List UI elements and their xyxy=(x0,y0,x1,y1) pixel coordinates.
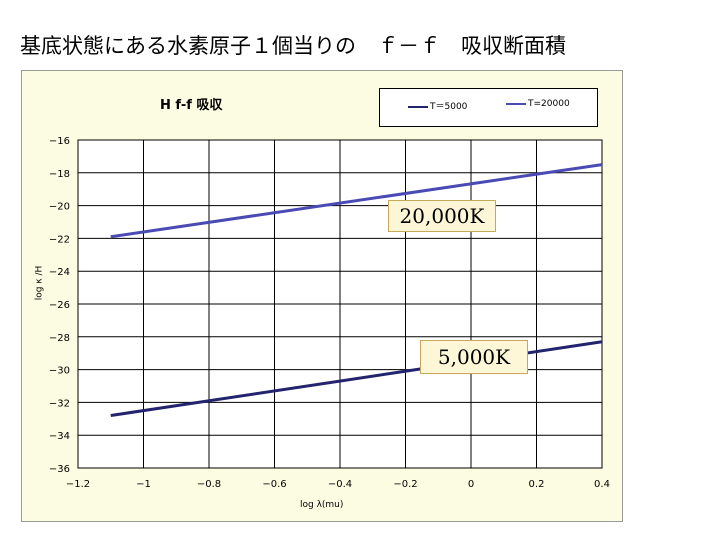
slide-title: 基底状態にある水素原子１個当りの ｆ－ｆ 吸収断面積 xyxy=(20,34,566,58)
y-tick-label: −30 xyxy=(49,366,70,377)
legend-line-5000-icon xyxy=(408,105,428,108)
y-tick-label: −24 xyxy=(49,267,70,278)
x-tick-label: 0.4 xyxy=(594,479,610,490)
y-tick-label: −32 xyxy=(49,398,70,409)
x-tick-label: 0.2 xyxy=(529,479,545,490)
y-axis-label: log κ /H xyxy=(34,265,45,301)
tick-labels: −1.2 −1 −0.8 −0.6 −0.4 −0.2 0 0.2 0.4 −16 −18 −20 −2… xyxy=(49,136,610,490)
chart-title: H f-f 吸収 xyxy=(160,98,223,113)
legend-label-20000: T=20000 xyxy=(528,99,570,109)
y-tick-label: −36 xyxy=(49,464,70,475)
legend-item-5000: T＝5000 xyxy=(408,99,467,112)
x-tick-label: −0.4 xyxy=(328,479,352,490)
y-tick-label: −34 xyxy=(49,431,70,442)
x-tick-label: −1 xyxy=(136,479,151,490)
legend-line-20000-icon xyxy=(506,102,526,105)
x-tick-label: −0.8 xyxy=(197,479,221,490)
grid xyxy=(77,139,603,469)
series-line-20000 xyxy=(110,163,603,239)
y-tick-label: −18 xyxy=(49,169,70,180)
y-tick-label: −28 xyxy=(49,333,70,344)
y-tick-label: −20 xyxy=(49,202,70,213)
x-tick-label: 0 xyxy=(468,479,474,490)
x-tick-label: −1.2 xyxy=(66,479,90,490)
annotation-5000k: 5,000K xyxy=(420,340,528,374)
x-tick-label: −0.6 xyxy=(262,479,286,490)
legend: T＝5000 T=20000 xyxy=(379,88,598,127)
y-tick-label: −22 xyxy=(49,234,70,245)
x-tick-label: −0.2 xyxy=(393,479,417,490)
annotation-20000k: 20,000K xyxy=(388,200,496,232)
x-axis-label: log λ(mu) xyxy=(300,500,344,510)
y-tick-label: −26 xyxy=(49,300,70,311)
legend-item-20000: T=20000 xyxy=(506,99,570,109)
legend-label-5000: T＝5000 xyxy=(430,102,468,112)
y-tick-label: −16 xyxy=(49,136,70,147)
